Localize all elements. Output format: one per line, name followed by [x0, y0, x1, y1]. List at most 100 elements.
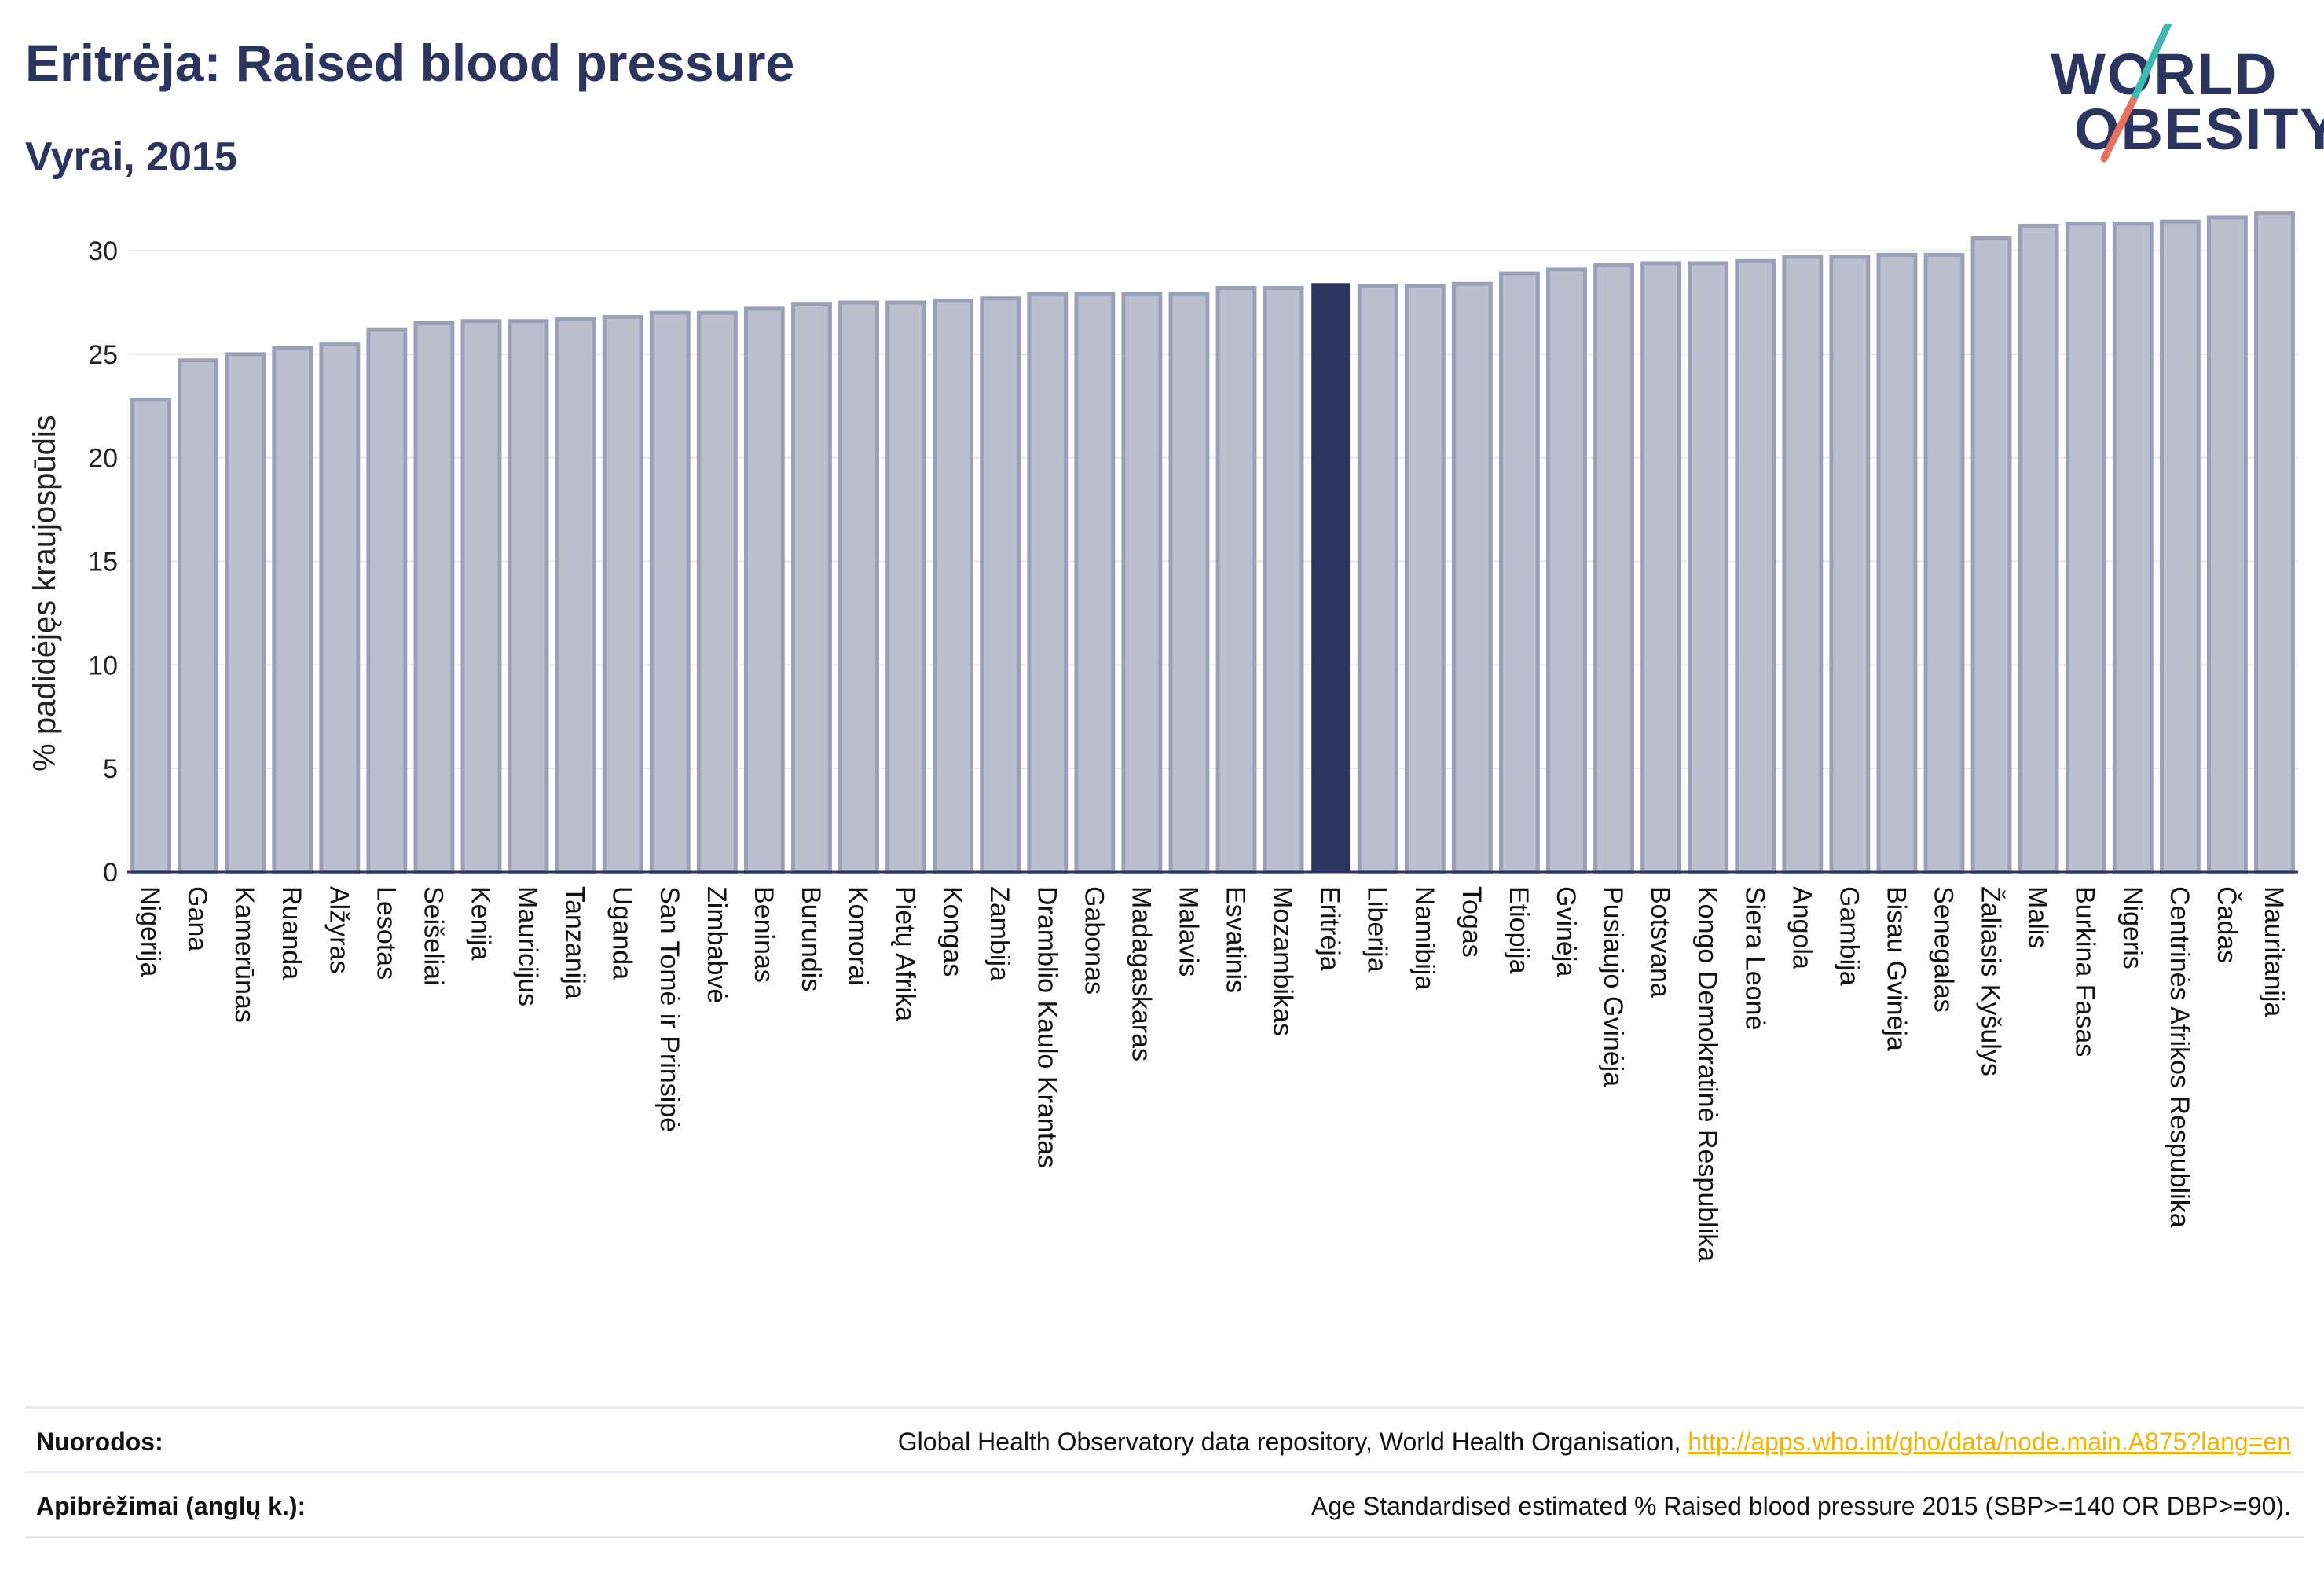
footer-sources-text: Global Health Observatory data repositor… [897, 1427, 1688, 1456]
logo-text-world: WORLD [2051, 42, 2278, 107]
bar [2112, 222, 2154, 874]
bar [2159, 219, 2201, 874]
y-axis-label: % padidėjęs kraujospūdis [27, 415, 62, 772]
x-tick-label: Liberija [1362, 886, 1392, 973]
x-tick-label: Burkina Fasas [2070, 886, 2100, 1057]
bar [130, 398, 171, 874]
bar [2018, 223, 2059, 874]
x-tick-label: Madagaskaras [1126, 886, 1156, 1061]
x-tick-label: Zambija [984, 886, 1014, 981]
bar [2206, 215, 2248, 874]
y-tick-label: 10 [88, 651, 118, 680]
y-tick-label: 25 [88, 340, 118, 370]
bar [508, 319, 549, 874]
x-tick-label: Dramblio Kaulo Krantas [1032, 886, 1061, 1168]
x-tick-label: Malis [2023, 886, 2053, 948]
bar [1688, 261, 1729, 874]
x-tick-label: Gana [182, 886, 212, 951]
x-tick-label: Gambija [1834, 886, 1864, 986]
bar [1263, 286, 1304, 874]
x-tick-label: Nigerija [135, 886, 165, 977]
bar [1970, 236, 2012, 874]
x-tick-label: Gabonas [1079, 886, 1109, 995]
footer-sources-row: Nuorodos: Global Health Observatory data… [25, 1406, 2304, 1475]
x-tick-label: Čadas [2212, 886, 2242, 963]
x-tick-label: Esvatinis [1221, 886, 1251, 993]
bar [838, 300, 879, 874]
x-tick-label: Komorai [843, 886, 873, 986]
footer-divider [25, 1536, 2304, 1538]
bar [1027, 291, 1069, 874]
bar [366, 327, 408, 874]
bar [1546, 267, 1587, 874]
y-tick-label: 5 [103, 754, 118, 784]
bar [1121, 291, 1163, 874]
x-tick-label: Seišeliai [418, 886, 448, 986]
bar [980, 296, 1021, 874]
x-tick-label: Tanzanija [560, 886, 590, 999]
bar [1168, 291, 1210, 874]
x-tick-label: Kenija [465, 886, 495, 961]
bar [178, 358, 219, 874]
bar [1593, 263, 1634, 874]
x-tick-label: Nigeris [2117, 886, 2147, 969]
bar [1829, 255, 1871, 874]
bar [743, 306, 785, 874]
bar [272, 346, 313, 874]
x-tick-label: Ruanda [277, 886, 306, 980]
bar [649, 310, 691, 874]
bar [696, 310, 738, 874]
x-tick-label: Eritrėja [1315, 886, 1345, 971]
footer-definitions-label: Apibrėžimai (anglų k.): [36, 1491, 306, 1520]
bar [1735, 258, 1776, 874]
x-tick-label: Angola [1787, 886, 1816, 969]
x-tick-label: Zimbabvė [702, 886, 731, 1003]
bar [1498, 271, 1540, 874]
x-tick-label: Malavis [1173, 886, 1203, 977]
bar [933, 298, 974, 874]
x-tick-label: Botsvana [1645, 886, 1675, 998]
x-tick-label: Siera Leonė [1739, 886, 1769, 1030]
bar [555, 317, 596, 874]
bar [225, 352, 266, 874]
x-tick-label: Žaliasis Kyšulys [1976, 886, 2006, 1076]
footer-sources-link[interactable]: http://apps.who.int/gho/data/node.main.A… [1688, 1427, 2291, 1456]
x-tick-label: Lesotas [371, 886, 401, 980]
logo-slash-icon [2100, 24, 2172, 163]
x-tick-label: San Tomė ir Prinsipė [654, 886, 684, 1132]
x-tick-label: Togas [1457, 886, 1486, 958]
bar [885, 300, 927, 874]
x-tick-label: Uganda [607, 886, 637, 980]
x-tick-label: Mozambikas [1268, 886, 1298, 1036]
bar [791, 302, 832, 874]
footer-definitions-row: Apibrėžimai (anglų k.): Age Standardised… [25, 1471, 2304, 1539]
bar [1074, 291, 1116, 874]
bar [1311, 283, 1351, 874]
bar [2065, 222, 2106, 874]
x-tick-label: Bisau Gvinėja [1881, 886, 1911, 1051]
x-tick-label: Pietų Afrika [890, 886, 920, 1021]
bar [1451, 281, 1493, 874]
x-tick-label: Alžyras [324, 886, 354, 973]
bar [602, 314, 643, 874]
footer-sources-value: Global Health Observatory data repositor… [898, 1428, 2304, 1457]
x-tick-label: Centrinės Afrikos Respublika [2165, 886, 2194, 1228]
x-tick-label: Mauritanija [2259, 886, 2289, 1017]
x-tick-label: Kamerūnas [229, 886, 259, 1023]
footer-sources-label: Nuorodos: [36, 1427, 163, 1456]
bar [2254, 211, 2295, 874]
bar-chart: 0 5 10 15 20 25 30 % padidėjęs kraujospūdis Nige… [27, 211, 2298, 1262]
y-tick-label: 20 [88, 444, 118, 474]
y-tick-label: 15 [88, 548, 118, 577]
x-tick-label: Mauricijus [513, 886, 543, 1006]
bar [1215, 286, 1257, 874]
x-tick-label: Kongas [937, 886, 967, 977]
y-tick-label: 0 [103, 858, 118, 888]
x-tick-label: Etiopija [1504, 886, 1534, 974]
bar [460, 319, 502, 874]
chart-title: Eritrėja: Raised blood pressure [25, 34, 795, 92]
x-tick-label: Gvinėja [1551, 886, 1581, 977]
bar [1876, 252, 1918, 874]
bar [1782, 255, 1824, 874]
chart-subtitle: Vyrai, 2015 [25, 134, 237, 180]
